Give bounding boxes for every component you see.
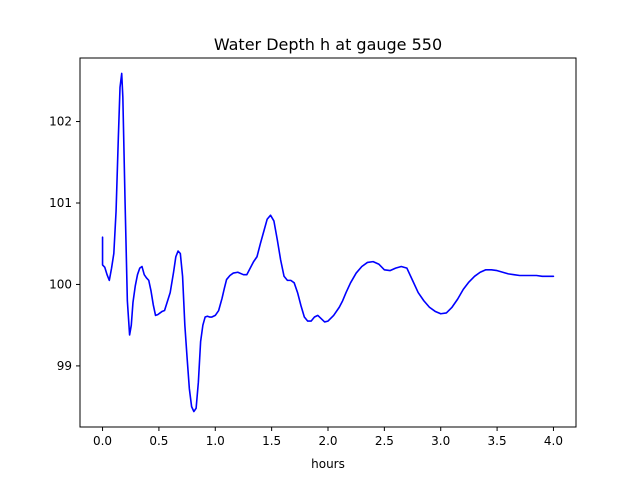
plot-frame	[79, 57, 577, 428]
y-tick-label: 102	[49, 115, 72, 129]
series-line	[101, 72, 555, 413]
x-axis-label: hours	[311, 457, 345, 471]
x-tick-label: 2.5	[375, 434, 394, 448]
x-tick-label: 2.0	[318, 434, 337, 448]
x-tick-label: 1.5	[262, 434, 281, 448]
x-tick-label: 3.0	[431, 434, 450, 448]
x-tick-label: 3.5	[488, 434, 507, 448]
x-axis: 0.0 0.5 1.0 1.5 2.0 2.5 3.0 3.5 4.0	[93, 427, 563, 448]
x-tick-label: 4.0	[544, 434, 563, 448]
x-tick-label: 0.0	[93, 434, 112, 448]
y-tick-label: 101	[49, 196, 72, 210]
x-tick-label: 1.0	[206, 434, 225, 448]
y-tick-label: 100	[49, 277, 72, 291]
chart-title: Water Depth h at gauge 550	[214, 35, 442, 54]
series-layer	[101, 72, 555, 413]
y-tick-label: 99	[57, 359, 72, 373]
y-axis: 99 100 101 102	[49, 115, 80, 373]
x-tick-label: 0.5	[149, 434, 168, 448]
